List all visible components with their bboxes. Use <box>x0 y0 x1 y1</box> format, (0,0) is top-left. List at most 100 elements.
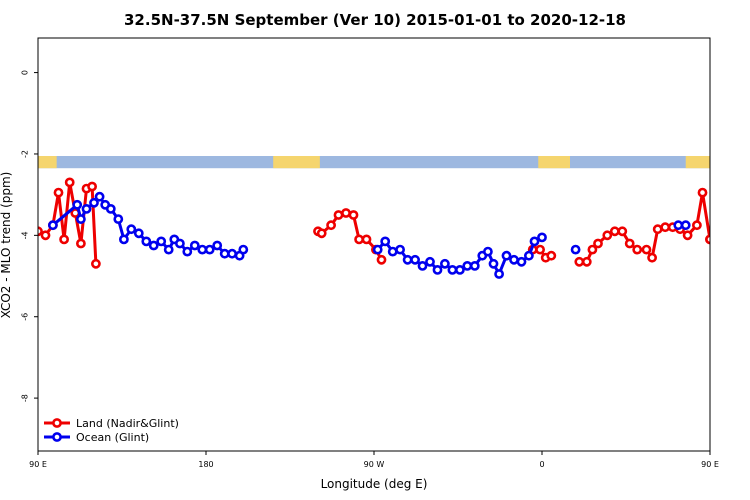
x-tick-label: 90 W <box>364 460 385 469</box>
data-point <box>652 224 663 235</box>
data-point <box>439 258 450 269</box>
data-point <box>570 244 581 255</box>
data-point <box>509 254 519 265</box>
data-point <box>341 208 351 218</box>
y-axis-label: XCO2 - MLO trend (ppm) <box>0 172 13 319</box>
land-band-segment <box>538 156 570 169</box>
x-axis-label: Longitude (deg E) <box>321 477 428 491</box>
data-point <box>89 197 99 208</box>
legend-marker <box>52 418 62 428</box>
data-point <box>501 250 512 261</box>
data-point <box>682 230 693 241</box>
ocean-band <box>38 156 710 169</box>
series-ocean <box>48 191 750 279</box>
data-point <box>189 240 200 251</box>
y-tick-label: 0 <box>21 70 30 75</box>
data-point <box>624 238 635 249</box>
series-line <box>723 197 750 246</box>
y-tick-label: -2 <box>21 150 30 158</box>
data-point <box>432 264 443 275</box>
y-tick-label: -8 <box>21 394 30 402</box>
data-point <box>53 187 64 198</box>
data-point <box>395 244 405 255</box>
data-point <box>410 254 420 265</box>
data-point <box>720 201 727 208</box>
data-point <box>593 238 603 249</box>
data-point <box>64 177 75 188</box>
data-point <box>647 252 657 263</box>
series-line <box>708 227 710 240</box>
data-point <box>529 236 540 247</box>
data-point <box>482 246 493 257</box>
data-point <box>488 258 499 269</box>
y-tick-label: -4 <box>21 231 30 239</box>
data-point <box>733 185 740 192</box>
data-point <box>742 193 749 200</box>
data-point <box>87 181 97 192</box>
data-point <box>660 222 671 233</box>
series-line <box>38 180 98 264</box>
data-point <box>714 179 721 186</box>
y-tick-label: -6 <box>21 313 30 321</box>
land-band-segment <box>685 156 710 169</box>
legend-label: Ocean (Glint) <box>76 431 149 444</box>
data-point <box>705 234 710 245</box>
data-point <box>469 260 480 271</box>
data-point <box>587 244 598 255</box>
data-point <box>148 240 159 251</box>
data-point <box>94 191 105 202</box>
data-point <box>617 226 628 237</box>
data-point <box>417 260 428 271</box>
data-point <box>204 244 215 255</box>
data-point <box>105 203 116 214</box>
data-point <box>212 240 223 251</box>
data-point <box>72 199 83 210</box>
data-point <box>738 183 745 190</box>
data-point <box>609 226 620 237</box>
data-point <box>692 220 702 231</box>
legend: Land (Nadir&Glint)Ocean (Glint) <box>44 417 179 444</box>
data-point <box>156 236 167 247</box>
data-point <box>141 236 152 247</box>
data-point <box>742 260 749 267</box>
data-point <box>524 250 534 261</box>
data-point <box>462 260 473 271</box>
legend-label: Land (Nadir&Glint) <box>76 417 179 430</box>
x-tick-label: 180 <box>198 460 213 469</box>
data-point <box>736 199 743 206</box>
data-point <box>632 244 643 255</box>
x-tick-label: 90 E <box>701 460 719 469</box>
data-point <box>174 238 185 249</box>
chart-title: 32.5N-37.5N September (Ver 10) 2015-01-0… <box>124 11 626 29</box>
data-point <box>729 205 736 212</box>
data-point <box>376 254 387 265</box>
data-point <box>680 220 691 231</box>
land-band-segment <box>38 156 57 169</box>
data-point <box>425 256 435 267</box>
land-band-segment <box>738 156 750 168</box>
data-point <box>48 220 58 231</box>
data-point <box>59 234 69 245</box>
data-point <box>113 214 124 224</box>
land-band-segment <box>273 156 320 169</box>
series-line <box>317 211 383 261</box>
data-point <box>402 254 413 265</box>
data-point <box>182 246 193 257</box>
x-tick-label: 90 E <box>29 460 47 469</box>
x-tick-label: 0 <box>539 460 544 469</box>
data-point <box>574 256 585 267</box>
data-point <box>227 248 237 259</box>
legend-marker <box>52 432 62 442</box>
data-point <box>326 220 336 231</box>
data-point <box>40 230 51 241</box>
data-point <box>454 264 465 275</box>
data-point <box>81 203 92 214</box>
data-point <box>535 244 545 255</box>
data-point <box>380 236 391 247</box>
data-point <box>641 244 652 255</box>
data-point <box>238 244 249 255</box>
series-layer <box>38 177 750 279</box>
data-point <box>516 256 527 267</box>
data-point <box>126 224 137 235</box>
